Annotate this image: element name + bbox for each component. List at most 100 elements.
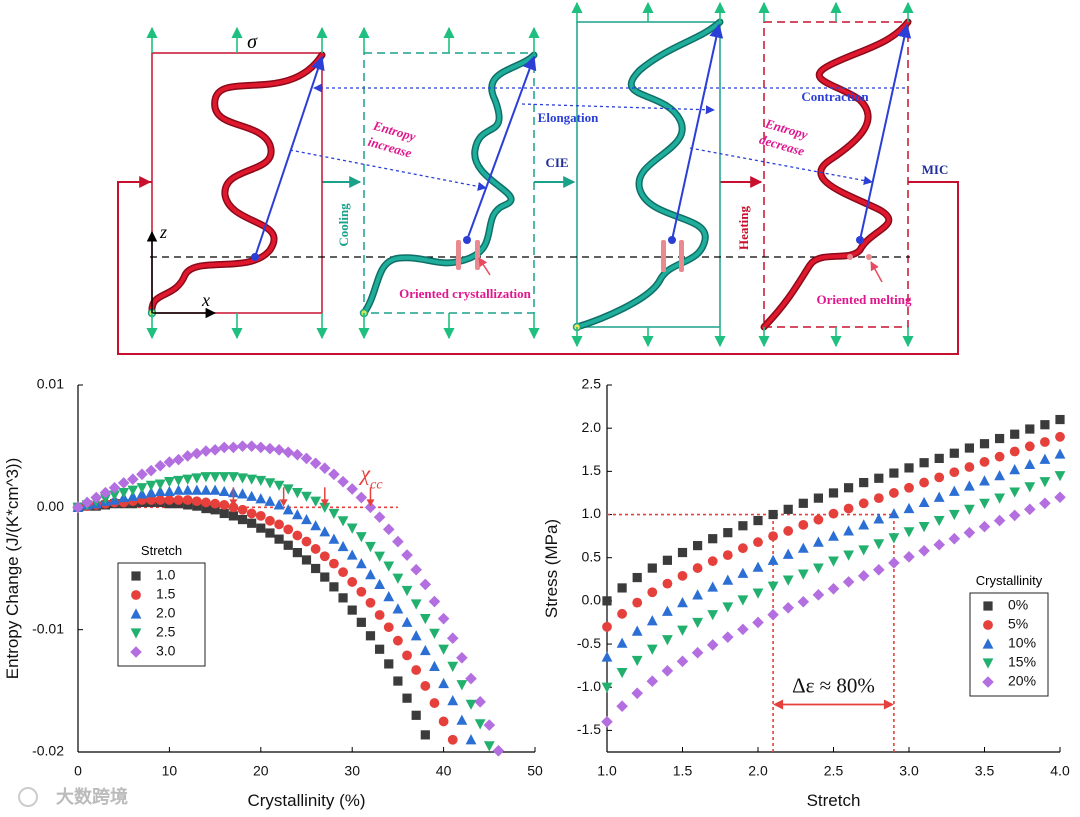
point (1010, 429, 1020, 439)
point (200, 445, 212, 457)
point (647, 563, 657, 573)
point (291, 509, 303, 520)
point (858, 519, 870, 530)
point (246, 474, 258, 485)
point (384, 659, 394, 669)
y-tick-label: 0.00 (37, 498, 64, 514)
point (797, 542, 809, 553)
point (1039, 477, 1051, 488)
point (301, 536, 312, 547)
chain-outline (148, 51, 326, 317)
point (191, 447, 203, 460)
point (873, 493, 884, 504)
point (273, 444, 285, 456)
point (708, 534, 718, 544)
point (1008, 509, 1021, 522)
point (127, 473, 139, 485)
point (264, 442, 276, 455)
point (246, 508, 257, 519)
point (1054, 491, 1066, 504)
z-label: z (159, 222, 167, 242)
point (903, 527, 915, 538)
point (419, 578, 432, 591)
legend-marker (130, 608, 142, 619)
point (310, 496, 322, 507)
legend-label: 1.5 (156, 586, 176, 602)
point (919, 477, 929, 488)
point (209, 444, 221, 456)
point (99, 486, 112, 499)
point (692, 563, 703, 573)
legend-marker (983, 601, 993, 611)
vector-origin (463, 236, 471, 244)
point (993, 514, 1006, 527)
point (783, 526, 794, 536)
y-tick-label: 2.5 (582, 376, 602, 392)
point (752, 561, 764, 572)
point (300, 452, 313, 465)
point (948, 532, 961, 545)
legend-label: 3.0 (156, 643, 176, 659)
point (227, 472, 239, 483)
crossing-arrowhead (320, 499, 329, 507)
point (283, 524, 294, 535)
point (828, 508, 839, 519)
span-label: Δε ≈ 80% (792, 674, 875, 698)
point (382, 523, 395, 536)
point (319, 526, 331, 537)
entropy-increase: Entropy increase (366, 117, 417, 160)
point (1009, 464, 1021, 475)
point (355, 532, 367, 543)
point (437, 612, 450, 625)
state-box (363, 52, 535, 314)
vector-origin (251, 253, 259, 261)
point (311, 563, 321, 574)
y-tick-label: 1.0 (582, 505, 602, 521)
point (677, 547, 688, 558)
point (918, 522, 930, 533)
point (337, 516, 349, 527)
point (979, 456, 990, 467)
point (219, 499, 230, 510)
x-tick-label: 30 (344, 763, 360, 779)
point (201, 503, 211, 514)
point (797, 595, 810, 608)
point (393, 676, 403, 686)
point (301, 513, 312, 525)
legend-marker (982, 638, 994, 649)
process-arrow (521, 103, 715, 115)
point (601, 682, 613, 693)
point (602, 621, 612, 632)
point (191, 484, 203, 495)
point (933, 538, 945, 551)
x-axis-title: Stretch (807, 791, 861, 810)
point (646, 615, 658, 626)
point (979, 475, 990, 486)
point (154, 485, 166, 497)
end-to-end-vector (466, 55, 537, 241)
process-arrow (289, 149, 487, 191)
point (693, 541, 703, 551)
point (429, 660, 440, 671)
crystal (679, 240, 684, 272)
point (978, 520, 991, 533)
legend-label: 20% (1008, 673, 1036, 689)
point (310, 520, 322, 531)
point (767, 581, 779, 592)
x-tick-label: 1.0 (597, 763, 617, 779)
label-subscript: cc (370, 477, 383, 492)
point (737, 567, 749, 578)
point (181, 450, 194, 462)
point (456, 680, 468, 691)
point (265, 515, 275, 526)
point (411, 710, 421, 720)
crossing-label: χcc (358, 460, 383, 492)
point (616, 637, 628, 648)
point (631, 625, 643, 636)
point (949, 448, 959, 458)
point (474, 696, 486, 708)
point (783, 504, 793, 514)
point (365, 569, 376, 580)
crossing-arrowhead (229, 499, 238, 507)
point (1024, 503, 1036, 516)
